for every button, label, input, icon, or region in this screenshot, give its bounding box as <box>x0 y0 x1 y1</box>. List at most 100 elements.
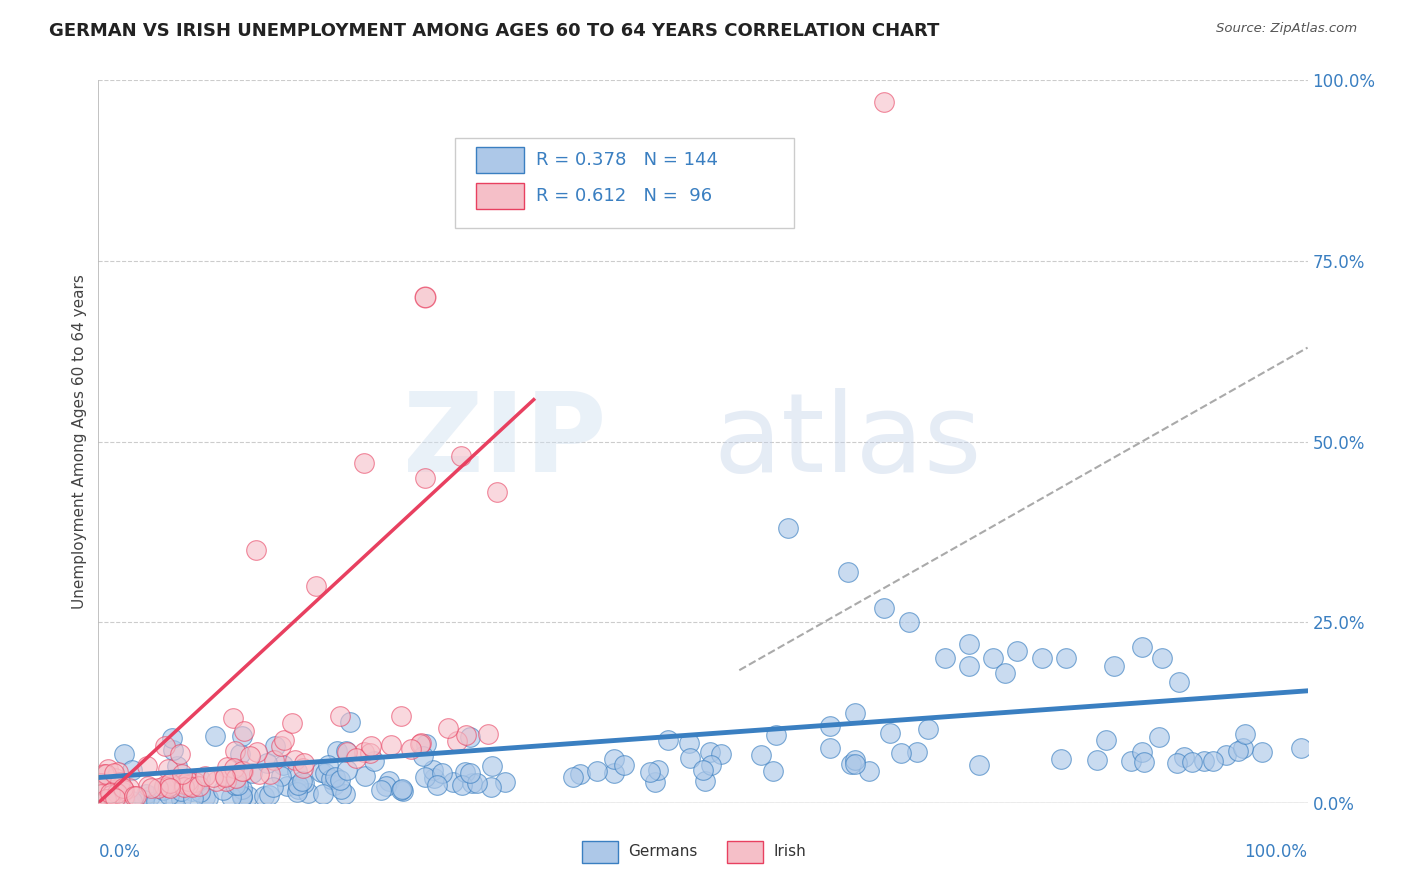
Point <box>112 783 135 797</box>
Point <box>121 763 143 777</box>
Point <box>124 789 146 803</box>
Point <box>700 757 723 772</box>
FancyBboxPatch shape <box>582 841 619 863</box>
Point <box>1147 731 1170 745</box>
Point <box>256 756 278 771</box>
Point <box>292 761 315 775</box>
Point <box>1232 740 1254 755</box>
Point <box>90 775 112 789</box>
Point <box>316 758 339 772</box>
Point <box>157 789 180 803</box>
Y-axis label: Unemployment Among Ages 60 to 64 years: Unemployment Among Ages 60 to 64 years <box>72 274 87 609</box>
Text: Source: ZipAtlas.com: Source: ZipAtlas.com <box>1216 22 1357 36</box>
Point <box>762 764 785 778</box>
Point <box>94 767 117 781</box>
Point <box>108 783 131 797</box>
Point <box>97 762 120 776</box>
Point <box>215 774 238 789</box>
Text: Irish: Irish <box>773 845 806 859</box>
Point <box>437 721 460 735</box>
Point <box>224 743 246 757</box>
Point <box>276 779 298 793</box>
Point <box>314 766 336 780</box>
Point <box>353 456 375 470</box>
Point <box>236 789 259 803</box>
Point <box>1152 651 1174 665</box>
Point <box>413 290 436 304</box>
Point <box>287 778 309 792</box>
Text: R = 0.612   N =  96: R = 0.612 N = 96 <box>536 187 713 205</box>
Point <box>333 787 356 801</box>
Point <box>232 764 254 778</box>
Point <box>136 779 159 793</box>
Point <box>214 770 236 784</box>
Point <box>259 767 281 781</box>
Point <box>423 772 446 786</box>
Point <box>166 758 188 772</box>
Point <box>602 766 624 780</box>
Point <box>159 776 181 790</box>
Point <box>245 542 267 557</box>
FancyBboxPatch shape <box>475 183 524 209</box>
Point <box>1133 755 1156 769</box>
Point <box>1168 674 1191 689</box>
FancyBboxPatch shape <box>475 147 524 173</box>
Point <box>163 792 186 806</box>
Point <box>981 651 1004 665</box>
Point <box>380 738 402 752</box>
Point <box>994 665 1017 680</box>
Point <box>1291 741 1313 756</box>
Point <box>458 765 481 780</box>
Text: Germans: Germans <box>628 845 697 859</box>
Point <box>153 739 176 754</box>
Point <box>844 753 866 767</box>
Point <box>657 732 679 747</box>
Point <box>613 758 636 772</box>
Point <box>176 774 198 789</box>
Point <box>326 744 349 758</box>
Point <box>1233 727 1256 741</box>
Point <box>239 749 262 764</box>
Text: R = 0.378   N = 144: R = 0.378 N = 144 <box>536 151 718 169</box>
Point <box>638 765 661 780</box>
Point <box>353 745 375 759</box>
Point <box>214 769 236 783</box>
Point <box>323 778 346 792</box>
Point <box>897 615 920 630</box>
Point <box>152 782 174 797</box>
Point <box>135 787 157 801</box>
Point <box>339 715 361 730</box>
Point <box>585 764 607 779</box>
Point <box>873 600 896 615</box>
Point <box>173 780 195 794</box>
Point <box>1215 747 1237 762</box>
Point <box>153 780 176 794</box>
Point <box>180 779 202 793</box>
Point <box>297 787 319 801</box>
Point <box>112 785 135 799</box>
Point <box>167 773 190 788</box>
Point <box>159 778 181 792</box>
Point <box>329 773 352 788</box>
Point <box>305 579 328 593</box>
Point <box>225 771 247 785</box>
Point <box>426 778 449 792</box>
Point <box>1194 754 1216 768</box>
Point <box>413 470 436 484</box>
Point <box>232 723 254 738</box>
Point <box>1031 651 1053 665</box>
Point <box>422 763 444 777</box>
Point <box>226 778 249 792</box>
Point <box>105 786 128 800</box>
Point <box>957 658 980 673</box>
Point <box>344 750 367 764</box>
Point <box>391 783 413 797</box>
Point <box>124 789 146 803</box>
Point <box>879 725 901 739</box>
Point <box>194 789 217 804</box>
Point <box>231 729 253 743</box>
Point <box>146 781 169 796</box>
Point <box>1181 755 1204 769</box>
Point <box>181 791 204 805</box>
Point <box>111 780 134 795</box>
